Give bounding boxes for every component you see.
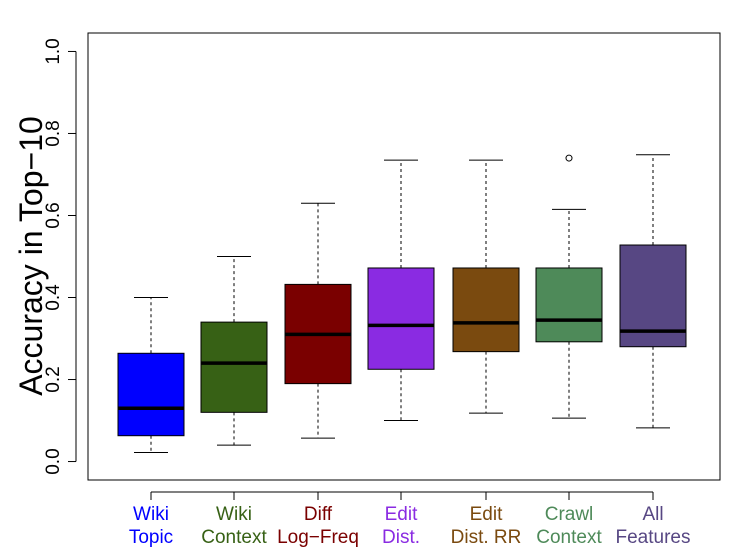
- y-axis-label: Accuracy in Top−10: [13, 116, 49, 396]
- y-axis: 0.0 0.2 0.4 0.6 0.8 1.0: [43, 38, 77, 475]
- x-tick-label: Edit: [385, 504, 418, 525]
- box-group: [117, 297, 185, 454]
- x-tick-label: Dist. RR: [451, 527, 522, 548]
- box: [452, 267, 520, 353]
- y-tick-label: 0.4: [43, 284, 64, 311]
- y-tick-label: 0.6: [43, 202, 64, 228]
- x-tick-label: All: [642, 504, 663, 525]
- box-group: [619, 154, 687, 429]
- box: [535, 267, 603, 343]
- box-group: [200, 256, 268, 446]
- plot-frame: [87, 32, 721, 481]
- x-tick-label: Edit: [470, 504, 503, 525]
- y-tick-label: 1.0: [43, 38, 64, 64]
- x-tick-label: Diff: [304, 504, 333, 525]
- y-tick-label: 0.0: [43, 448, 64, 474]
- boxes-layer: [117, 154, 687, 454]
- x-tick-label: Crawl: [545, 504, 594, 525]
- x-tick-label: Features: [616, 527, 691, 548]
- x-tick-label: Context: [201, 527, 267, 548]
- x-tick-label: Context: [536, 527, 602, 548]
- box-group: [452, 159, 520, 414]
- outlier-point: [565, 154, 573, 162]
- x-axis: WikiTopicWikiContextDiffLog−FreqEditDist…: [129, 491, 691, 548]
- box: [367, 267, 435, 370]
- box: [117, 352, 185, 437]
- x-tick-label: Log−Freq: [277, 527, 359, 548]
- y-tick-label: 0.8: [43, 120, 64, 146]
- box-group: [535, 154, 603, 419]
- x-tick-label: Wiki: [216, 504, 252, 525]
- x-tick-label: Topic: [129, 527, 173, 548]
- y-tick-label: 0.2: [43, 366, 64, 392]
- box: [200, 321, 268, 413]
- x-tick-label: Dist.: [382, 527, 420, 548]
- box-group: [284, 202, 352, 439]
- x-tick-label: Wiki: [133, 504, 169, 525]
- box-group: [367, 159, 435, 422]
